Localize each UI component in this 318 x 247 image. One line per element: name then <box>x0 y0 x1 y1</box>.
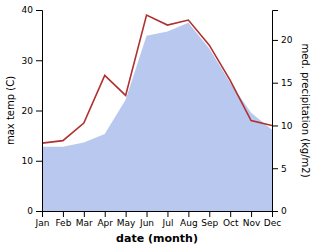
tick: Jul <box>162 211 174 228</box>
tick-label: Apr <box>97 218 113 228</box>
tick-mark <box>126 211 127 217</box>
tick-mark <box>63 211 64 217</box>
tick: Feb <box>55 211 71 228</box>
tick-label: 15 <box>281 78 292 88</box>
tick: Dec <box>264 211 281 228</box>
tick: 5 <box>272 164 287 174</box>
area <box>42 23 272 211</box>
tick: 30 <box>22 56 42 66</box>
axis-line <box>273 11 279 212</box>
tick: Nov <box>243 211 261 228</box>
tick-mark <box>209 211 210 217</box>
tick-mark <box>188 211 189 217</box>
tick-mark <box>272 40 278 41</box>
tick-label: Mar <box>76 218 93 228</box>
x-axis: Jan Feb Mar Apr MayJun Jul AugSep Oct NovDec <box>35 211 282 228</box>
tick-label: Feb <box>55 218 71 228</box>
tick-label: Dec <box>264 218 281 228</box>
chart: JanFebMarAprMayJunJulAugSepOctNovDec0102… <box>0 0 318 247</box>
tick-mark <box>36 10 42 11</box>
tick-mark <box>105 211 106 217</box>
tick-label: 20 <box>22 106 34 116</box>
line <box>42 15 272 143</box>
y2-axis: 0 5 10 15 20 <box>272 11 293 217</box>
tick-mark <box>36 111 42 112</box>
tick-mark <box>251 211 252 217</box>
tick: Aug <box>180 211 198 228</box>
x-axis-title: date (month) <box>116 232 198 245</box>
tick-label: Oct <box>223 218 239 228</box>
tick: 40 <box>22 5 42 15</box>
tick-label: 30 <box>22 56 34 66</box>
y-axis: 0 10 20 30 40 <box>22 5 43 216</box>
tick: May <box>117 211 136 228</box>
tick: 0 <box>272 206 287 216</box>
tick-label: Jun <box>139 218 154 228</box>
tick-label: 5 <box>281 164 287 174</box>
tick: Sep <box>201 211 218 228</box>
tick-label: 0 <box>27 206 33 216</box>
plot: JanFebMarAprMayJunJulAugSepOctNovDec0102… <box>5 5 311 245</box>
tick-mark <box>272 83 278 84</box>
tick-label: 10 <box>281 121 293 131</box>
tick-mark <box>36 60 42 61</box>
tick: Jan <box>35 211 50 228</box>
tick: 0 <box>27 206 42 216</box>
tick-mark <box>36 161 42 162</box>
y-axis-title: max temp (C) <box>5 76 16 145</box>
tick: Jun <box>139 211 154 228</box>
y2-axis-title: med. precipitation (kg/m2) <box>300 43 311 177</box>
tick-label: 20 <box>281 35 293 45</box>
tick-mark <box>272 168 278 169</box>
tick-label: Aug <box>180 218 198 228</box>
tick: 10 <box>272 121 293 131</box>
tick-mark <box>272 211 278 212</box>
tick-label: Jul <box>162 218 174 228</box>
axis-line <box>43 212 273 218</box>
tick-label: 0 <box>281 206 287 216</box>
tick-mark <box>167 211 168 217</box>
tick-label: Jan <box>35 218 50 228</box>
tick-mark <box>230 211 231 217</box>
tick-label: May <box>117 218 136 228</box>
tick-label: 40 <box>22 5 34 15</box>
tick-mark <box>36 211 42 212</box>
tick: 15 <box>272 78 292 88</box>
tick-mark <box>147 211 148 217</box>
axis-line <box>36 11 43 212</box>
marks <box>42 15 272 211</box>
tick: 20 <box>272 35 293 45</box>
tick-mark <box>84 211 85 217</box>
tick-label: Nov <box>243 218 261 228</box>
tick: 10 <box>22 156 42 166</box>
tick-label: Sep <box>201 218 218 228</box>
tick: Apr <box>97 211 113 228</box>
tick: Oct <box>223 211 239 228</box>
tick: 20 <box>22 106 42 116</box>
tick-mark <box>272 125 278 126</box>
tick-label: 10 <box>22 156 34 166</box>
tick: Mar <box>76 211 93 228</box>
